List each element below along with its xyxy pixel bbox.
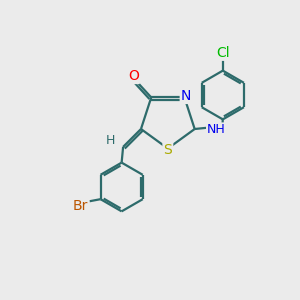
Text: NH: NH <box>207 123 226 136</box>
Text: N: N <box>181 89 191 103</box>
Text: S: S <box>164 143 172 157</box>
Text: Br: Br <box>73 199 88 213</box>
Text: Cl: Cl <box>216 46 230 60</box>
Text: H: H <box>106 134 115 147</box>
Text: O: O <box>128 69 139 83</box>
